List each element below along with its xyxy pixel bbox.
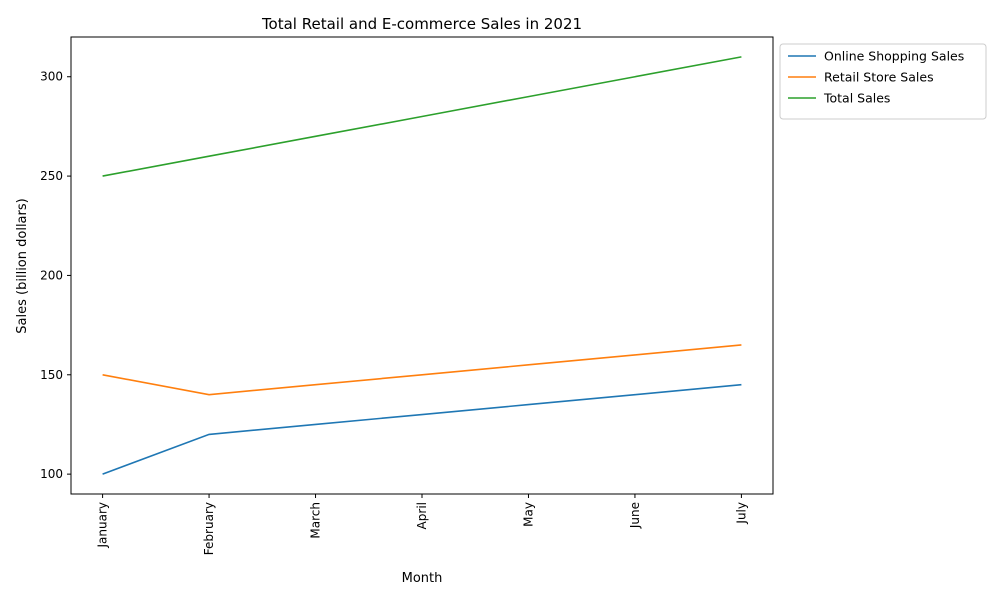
plot-area [70, 36, 774, 495]
legend-box [779, 43, 987, 120]
y-tick-label: 150 [40, 368, 63, 382]
legend-label-total-sales: Total Sales [823, 91, 890, 106]
series-line-retail-store-sales [102, 344, 742, 396]
y-tick-label: 250 [40, 169, 63, 183]
x-tick-label: May [521, 502, 535, 527]
legend: Online Shopping Sales Retail Store Sales T… [779, 43, 987, 120]
x-tick-label: June [628, 502, 642, 529]
series-line-total-sales [102, 56, 742, 177]
plot-frame [70, 36, 774, 495]
y-tick-label: 200 [40, 268, 63, 282]
x-tick-label: January [96, 502, 110, 549]
y-axis-label: Sales (billion dollars) [15, 198, 30, 333]
x-tick-label: March [309, 502, 323, 539]
x-tick-label: April [415, 502, 429, 529]
x-tick-label: February [202, 502, 216, 555]
series-line-online-shopping-sales [102, 383, 742, 475]
y-tick-label: 300 [40, 70, 63, 84]
x-tick-label: July [734, 502, 748, 525]
x-axis: January February March April May June July [96, 494, 748, 555]
legend-label-online-shopping-sales: Online Shopping Sales [824, 49, 964, 64]
x-axis-label: Month [402, 571, 443, 586]
legend-label-retail-store-sales: Retail Store Sales [824, 70, 934, 85]
y-tick-label: 100 [40, 467, 63, 481]
series-lines [102, 56, 742, 475]
y-axis: 100 150 200 250 300 [40, 70, 71, 481]
chart-title: Total Retail and E-commerce Sales in 202… [261, 15, 582, 33]
